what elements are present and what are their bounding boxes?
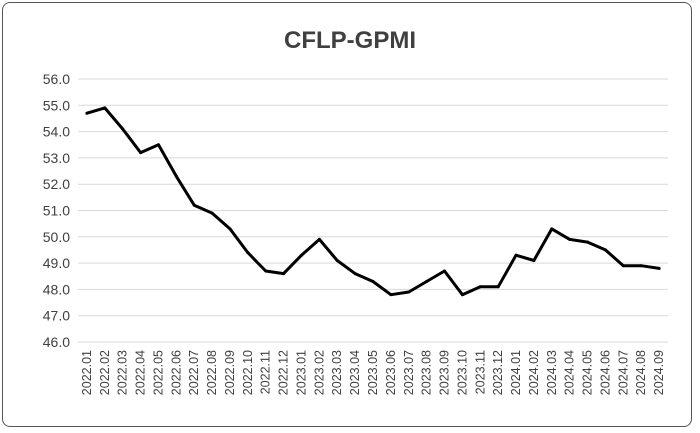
data-point: [478, 285, 482, 289]
data-point: [121, 127, 125, 131]
data-point: [496, 285, 500, 289]
y-tick-label: 53.0: [43, 150, 70, 166]
x-tick-label: 2024.08: [634, 350, 648, 395]
x-tick-label: 2022.06: [169, 350, 183, 395]
data-point: [389, 293, 393, 297]
y-tick-label: 54.0: [43, 124, 70, 140]
series-layer: [85, 106, 661, 297]
data-point: [246, 251, 250, 255]
x-tick-label: 2024.01: [509, 350, 523, 395]
x-tick-label: 2022.02: [98, 350, 112, 395]
x-tick-label: 2024.05: [581, 350, 595, 395]
data-point: [621, 264, 625, 268]
series-line: [85, 106, 661, 297]
data-point: [210, 211, 214, 215]
data-point: [532, 258, 536, 262]
gridlines: [78, 78, 668, 343]
x-tick-label: 2022.04: [134, 350, 148, 395]
data-point: [299, 253, 303, 257]
y-tick-label: 52.0: [43, 176, 70, 192]
data-point: [156, 143, 160, 147]
x-tick-label: 2024.09: [652, 350, 666, 395]
x-tick-label: 2024.06: [598, 350, 612, 395]
chart-frame: [2, 2, 692, 427]
y-tick-label: 46.0: [43, 334, 70, 350]
data-point: [228, 227, 232, 231]
chart-title: CFLP-GPMI: [284, 27, 416, 54]
y-tick-label: 49.0: [43, 255, 70, 271]
x-tick-label: 2022.01: [80, 350, 94, 395]
data-point: [371, 280, 375, 284]
x-tick-label: 2023.03: [330, 350, 344, 395]
data-point: [264, 269, 268, 273]
x-axis-ticks: 2022.01 2022.02 2022.03 2022.04 2022.05 2022.…: [80, 350, 666, 395]
data-point: [282, 272, 286, 276]
data-point: [550, 227, 554, 231]
x-tick-label: 2022.05: [151, 350, 165, 395]
data-point: [568, 237, 572, 241]
data-point: [443, 269, 447, 273]
x-tick-label: 2023.06: [384, 350, 398, 395]
x-tick-label: 2022.08: [205, 350, 219, 395]
x-tick-label: 2024.03: [545, 350, 559, 395]
data-point: [192, 203, 196, 207]
data-point: [425, 280, 429, 284]
data-point: [407, 290, 411, 294]
x-tick-label: 2022.12: [277, 350, 291, 395]
data-point: [603, 248, 607, 252]
data-point: [103, 106, 107, 110]
x-tick-label: 2022.11: [259, 350, 273, 394]
x-tick-label: 2023.10: [455, 350, 469, 395]
data-point: [139, 151, 143, 155]
x-tick-label: 2023.04: [348, 350, 362, 395]
x-tick-label: 2023.01: [294, 350, 308, 395]
data-point: [586, 240, 590, 244]
y-tick-label: 56.0: [43, 71, 70, 87]
x-tick-label: 2023.02: [312, 350, 326, 395]
x-tick-label: 2023.07: [402, 350, 416, 395]
x-tick-label: 2023.12: [491, 350, 505, 395]
x-tick-label: 2024.02: [527, 350, 541, 395]
data-point: [317, 237, 321, 241]
data-point: [85, 111, 89, 115]
data-point: [353, 272, 357, 276]
y-tick-label: 48.0: [43, 281, 70, 297]
x-tick-label: 2023.05: [366, 350, 380, 395]
data-point: [639, 264, 643, 268]
x-tick-label: 2024.07: [616, 350, 630, 395]
x-tick-label: 2022.03: [116, 350, 130, 395]
x-tick-label: 2022.07: [187, 350, 201, 395]
y-tick-label: 50.0: [43, 229, 70, 245]
data-point: [174, 174, 178, 178]
x-tick-label: 2023.08: [420, 350, 434, 395]
x-tick-label: 2024.04: [563, 350, 577, 395]
data-point: [657, 266, 661, 270]
data-point: [514, 253, 518, 257]
y-tick-label: 51.0: [43, 203, 70, 219]
y-axis-ticks: 46.0 47.0 48.0 49.0 50.0 51.0 52.0 53.0 54.0 55.0…: [43, 71, 70, 350]
data-point: [460, 293, 464, 297]
x-tick-label: 2023.11: [473, 350, 487, 394]
x-tick-label: 2022.10: [241, 350, 255, 395]
x-tick-label: 2022.09: [223, 350, 237, 395]
y-tick-label: 47.0: [43, 308, 70, 324]
x-tick-label: 2023.09: [438, 350, 452, 395]
y-tick-label: 55.0: [43, 97, 70, 113]
data-point: [335, 258, 339, 262]
